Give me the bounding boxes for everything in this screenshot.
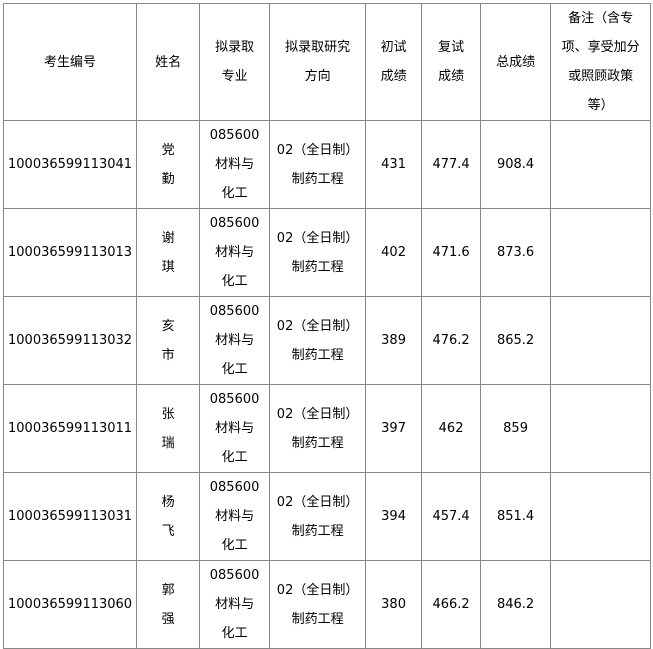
- table-row: 100036599113013 谢琪 085600 材料与 化工 02（全日制） 制药…: [2, 208, 652, 297]
- cell-note: [550, 208, 652, 297]
- cell-name: 亥市: [136, 296, 201, 385]
- cell-major: 085600 材料与 化工: [199, 472, 271, 561]
- table-row: 100036599113060 郭强 085600 材料与 化工 02（全日制） 制药…: [2, 560, 652, 649]
- cell-major: 085600 材料与 化工: [199, 560, 271, 649]
- cell-id: 100036599113013: [2, 208, 138, 297]
- cell-id: 100036599113060: [2, 560, 138, 649]
- cell-note: [550, 472, 652, 561]
- cell-retest: 466.2: [421, 560, 482, 649]
- cell-name: 郭强: [136, 560, 201, 649]
- header-major: 拟录取 专业: [199, 3, 271, 121]
- cell-direction: 02（全日制） 制药工程: [269, 560, 367, 649]
- cell-total: 859: [480, 384, 552, 473]
- cell-retest: 471.6: [421, 208, 482, 297]
- cell-direction: 02（全日制） 制药工程: [269, 208, 367, 297]
- cell-prelim: 397: [365, 384, 423, 473]
- cell-prelim: 394: [365, 472, 423, 561]
- cell-direction: 02（全日制） 制药工程: [269, 120, 367, 209]
- cell-name: 党勤: [136, 120, 201, 209]
- cell-direction: 02（全日制） 制药工程: [269, 384, 367, 473]
- header-id: 考生编号: [2, 3, 138, 121]
- table-row: 100036599113011 张瑞 085600 材料与 化工 02（全日制） 制药…: [2, 384, 652, 473]
- table-row: 100036599113031 杨飞 085600 材料与 化工 02（全日制） 制药…: [2, 472, 652, 561]
- header-prelim: 初试 成绩: [365, 3, 423, 121]
- table-row: 100036599113032 亥市 085600 材料与 化工 02（全日制） 制药…: [2, 296, 652, 385]
- cell-total: 865.2: [480, 296, 552, 385]
- cell-note: [550, 384, 652, 473]
- cell-retest: 457.4: [421, 472, 482, 561]
- header-note: 备注（含专 项、享受加分 或照顾政策 等）: [550, 3, 652, 121]
- cell-id: 100036599113011: [2, 384, 138, 473]
- cell-prelim: 380: [365, 560, 423, 649]
- cell-id: 100036599113031: [2, 472, 138, 561]
- cell-id: 100036599113032: [2, 296, 138, 385]
- cell-total: 908.4: [480, 120, 552, 209]
- header-name: 姓名: [136, 3, 201, 121]
- table-row: 100036599113041 党勤 085600 材料与 化工 02（全日制） 制药…: [2, 120, 652, 209]
- cell-name: 谢琪: [136, 208, 201, 297]
- cell-prelim: 402: [365, 208, 423, 297]
- cell-retest: 462: [421, 384, 482, 473]
- header-row: 考生编号 姓名 拟录取 专业 拟录取研究 方向 初试 成绩 复试 成绩 总成绩 …: [2, 3, 652, 121]
- header-retest: 复试 成绩: [421, 3, 482, 121]
- cell-major: 085600 材料与 化工: [199, 120, 271, 209]
- cell-major: 085600 材料与 化工: [199, 384, 271, 473]
- cell-note: [550, 296, 652, 385]
- admission-table: 考生编号 姓名 拟录取 专业 拟录取研究 方向 初试 成绩 复试 成绩 总成绩 …: [2, 3, 652, 649]
- cell-id: 100036599113041: [2, 120, 138, 209]
- cell-note: [550, 120, 652, 209]
- header-total: 总成绩: [480, 3, 552, 121]
- cell-prelim: 389: [365, 296, 423, 385]
- cell-major: 085600 材料与 化工: [199, 208, 271, 297]
- cell-prelim: 431: [365, 120, 423, 209]
- header-direction: 拟录取研究 方向: [269, 3, 367, 121]
- cell-total: 873.6: [480, 208, 552, 297]
- cell-note: [550, 560, 652, 649]
- cell-name: 杨飞: [136, 472, 201, 561]
- cell-total: 851.4: [480, 472, 552, 561]
- cell-major: 085600 材料与 化工: [199, 296, 271, 385]
- cell-direction: 02（全日制） 制药工程: [269, 472, 367, 561]
- cell-total: 846.2: [480, 560, 552, 649]
- cell-name: 张瑞: [136, 384, 201, 473]
- cell-direction: 02（全日制） 制药工程: [269, 296, 367, 385]
- cell-retest: 476.2: [421, 296, 482, 385]
- cell-retest: 477.4: [421, 120, 482, 209]
